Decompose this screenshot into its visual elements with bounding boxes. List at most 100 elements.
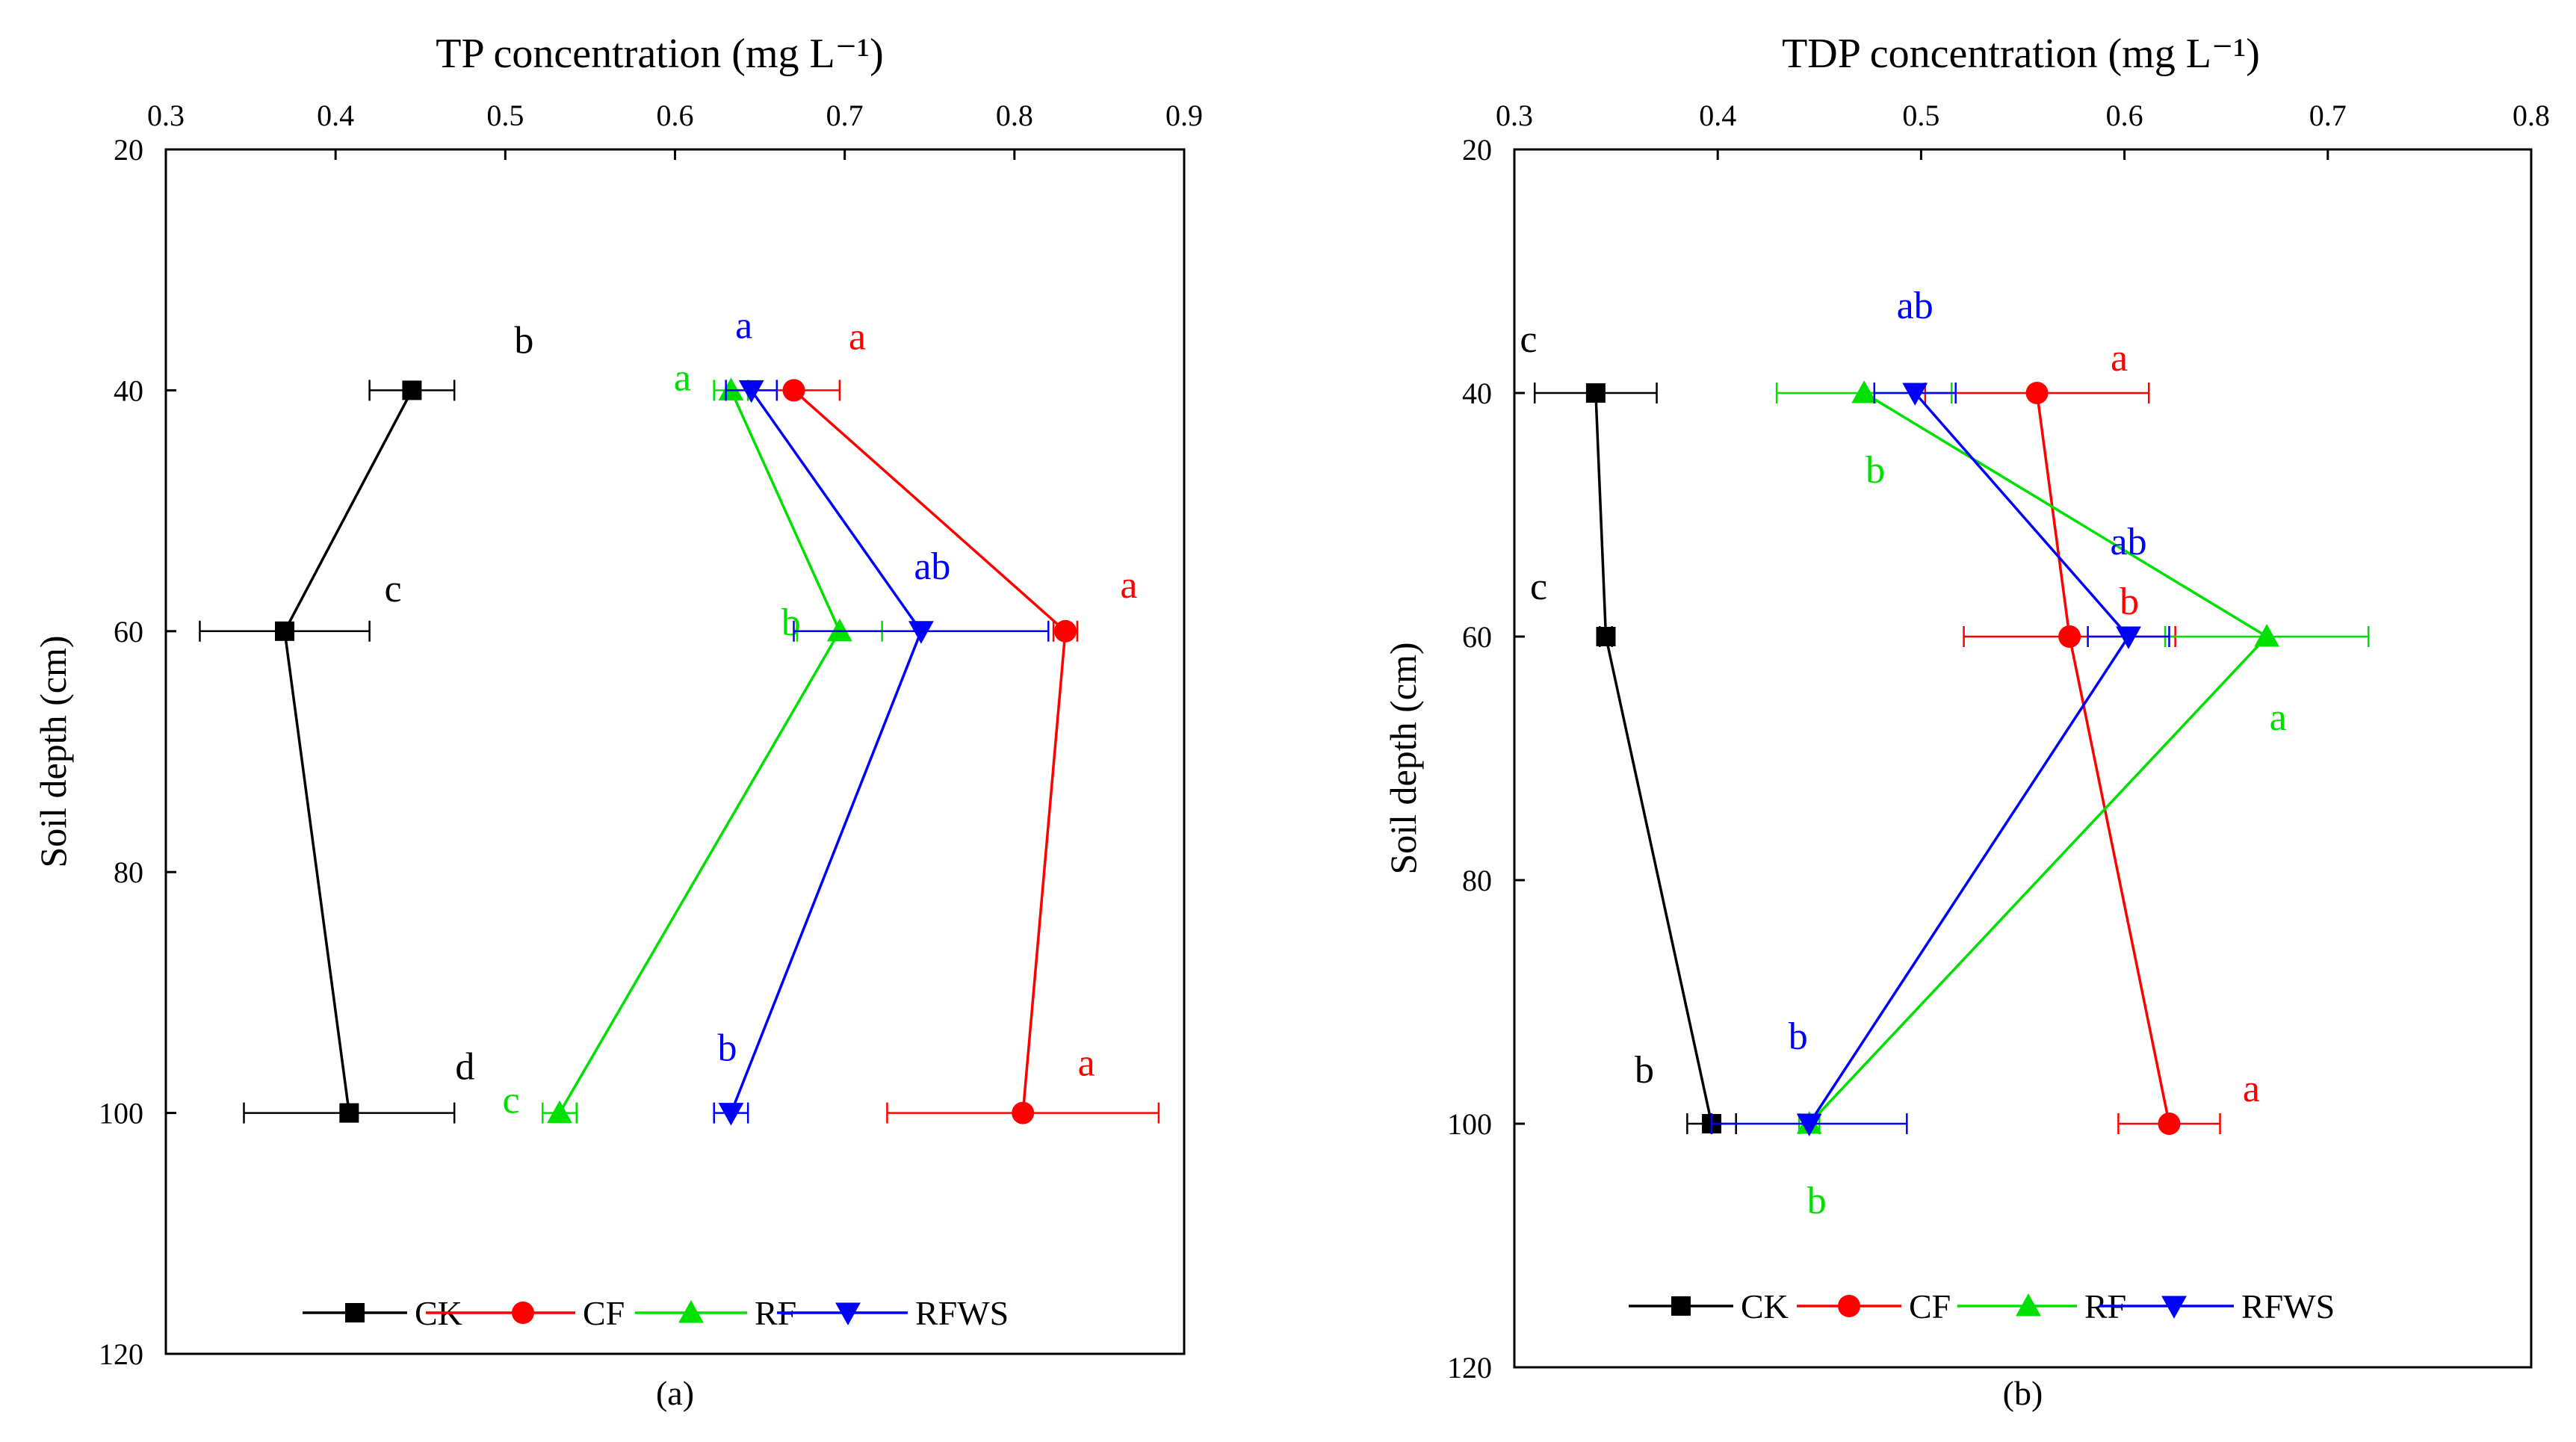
legend-item-rf: RF: [635, 1294, 796, 1332]
significance-letter: a: [2270, 696, 2287, 739]
x-axis-title: TDP concentration (mg L⁻¹): [1782, 31, 2260, 77]
significance-letter: c: [502, 1080, 519, 1122]
significance-letter: c: [384, 568, 401, 610]
y-tick-label: 80: [1462, 864, 1492, 897]
legend-label: CF: [583, 1294, 625, 1332]
x-tick-label: 0.9: [1165, 99, 1203, 132]
data-point-rf: [1851, 380, 1877, 403]
y-tick-label: 120: [1447, 1351, 1492, 1384]
legend-marker: [2161, 1296, 2187, 1319]
y-tick-label: 40: [1462, 377, 1492, 410]
x-tick-label: 0.4: [1699, 99, 1736, 132]
data-point-rfws: [1796, 1113, 1822, 1136]
significance-letter: b: [781, 601, 801, 644]
significance-letter: a: [2111, 337, 2128, 380]
series-ck: bcd: [199, 319, 533, 1124]
y-tick-label: 120: [99, 1337, 143, 1371]
data-point-cf: [1012, 1101, 1035, 1124]
series-line-cf: [2035, 392, 2171, 1124]
legend-label: RFWS: [2241, 1287, 2335, 1325]
x-tick-label: 0.8: [996, 99, 1033, 132]
significance-letter: b: [2120, 581, 2139, 623]
significance-letter: ab: [914, 545, 950, 588]
panel-label: (a): [656, 1374, 694, 1412]
series-line-rf: [1808, 392, 2269, 1125]
legend-label: CF: [1909, 1287, 1951, 1325]
significance-letter: b: [514, 319, 533, 362]
y-axis-title: Soil depth (cm): [1382, 642, 1424, 874]
significance-letter: b: [1635, 1049, 1654, 1092]
data-point-rf: [547, 1100, 572, 1124]
plot-frame: [164, 148, 1186, 1355]
significance-letter: c: [1520, 318, 1537, 361]
data-point-cf: [2158, 1113, 2181, 1135]
y-tick-label: 100: [99, 1097, 143, 1130]
data-point-rfws: [1902, 383, 1928, 406]
legend-item-rfws: RFWS: [2099, 1287, 2335, 1325]
legend-item-rfws: RFWS: [777, 1294, 1009, 1332]
data-point-rfws: [908, 621, 934, 644]
legend-item-cf: CF: [1797, 1287, 1951, 1325]
series-cf: aba: [1924, 337, 2260, 1135]
significance-letter: a: [1120, 564, 1137, 607]
y-tick-label: 60: [1462, 620, 1492, 654]
x-tick-label: 0.3: [1496, 99, 1533, 132]
significance-letter: ab: [2110, 521, 2146, 563]
legend-marker: [1671, 1296, 1691, 1316]
series-rf: bab: [1775, 380, 2370, 1222]
significance-letter: a: [2243, 1068, 2260, 1110]
x-tick-label: 0.6: [657, 99, 694, 132]
data-point-cf: [2058, 625, 2081, 648]
y-tick-label: 60: [114, 615, 143, 649]
series-cf: a a a: [746, 315, 1160, 1124]
y-tick-label: 80: [114, 855, 143, 889]
significance-letter: a: [1078, 1042, 1095, 1085]
plot-frame: [1513, 148, 2533, 1369]
data-point-ck: [339, 1103, 359, 1123]
y-tick-label: 20: [114, 133, 143, 167]
data-point-rf: [826, 618, 852, 642]
legend-item-ck: CK: [1629, 1287, 1789, 1325]
data-point-rf: [718, 377, 744, 400]
legend-marker: [345, 1303, 365, 1322]
data-point-ck: [1596, 627, 1616, 646]
series-ck: c c b: [1520, 318, 1737, 1134]
x-tick-label: 0.4: [317, 99, 354, 132]
legend-marker: [512, 1302, 534, 1324]
series-line-rfws: [729, 389, 923, 1114]
panel-a: 0.3 0.4 0.5 0.6 0.7 0.8 0.9 20 40 60 80 100 120 TP co…: [32, 31, 1203, 1412]
x-tick-label: 0.5: [486, 99, 524, 132]
significance-letter: a: [735, 304, 752, 347]
legend-marker: [1838, 1295, 1860, 1317]
data-point-cf: [1053, 619, 1077, 643]
data-point-cf: [782, 379, 805, 402]
y-tick-label: 100: [1447, 1107, 1492, 1141]
series-rfws: a ab b: [713, 304, 1050, 1126]
series-line-rf: [558, 389, 841, 1114]
series-rf: a b c: [502, 356, 883, 1124]
x-tick-label: 0.3: [147, 99, 185, 132]
panel-label: (b): [2003, 1374, 2043, 1412]
legend-label: CK: [1741, 1287, 1789, 1325]
x-tick-label: 0.7: [2309, 99, 2347, 132]
series-line-rfws: [1808, 392, 2131, 1124]
x-tick-label: 0.8: [2512, 99, 2550, 132]
significance-letter: d: [455, 1046, 474, 1089]
data-point-ck: [275, 621, 295, 641]
significance-letter: ab: [1897, 285, 1933, 327]
series-line-cf: [793, 389, 1067, 1113]
significance-letter: a: [674, 356, 691, 399]
y-axis-title: Soil depth (cm): [32, 635, 74, 867]
data-point-cf: [2025, 382, 2049, 404]
significance-letter: a: [849, 315, 866, 358]
series-line-ck: [283, 389, 413, 1113]
significance-letter: c: [1530, 566, 1547, 608]
data-point-rf: [2254, 624, 2280, 647]
x-tick-label: 0.7: [826, 99, 864, 132]
x-tick-label: 0.5: [1902, 99, 1939, 132]
significance-letter: b: [1866, 449, 1885, 492]
y-tick-label: 40: [114, 374, 143, 407]
data-point-ck: [402, 380, 422, 400]
